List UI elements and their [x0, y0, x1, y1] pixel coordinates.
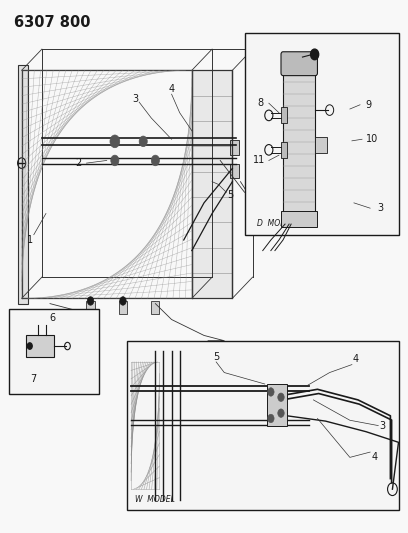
Text: 4: 4 — [371, 453, 377, 463]
Bar — [244, 33, 399, 235]
Text: 11: 11 — [253, 156, 265, 165]
Bar — [9, 309, 99, 394]
Bar — [18, 65, 28, 304]
Circle shape — [111, 155, 119, 166]
Text: 4: 4 — [353, 354, 359, 364]
Bar — [267, 384, 287, 426]
Text: W  MODEL: W MODEL — [135, 495, 175, 504]
Text: 5: 5 — [213, 352, 219, 361]
Bar — [281, 142, 287, 158]
Circle shape — [278, 409, 284, 417]
Bar — [26, 335, 54, 357]
Text: 2: 2 — [75, 158, 82, 168]
Bar — [283, 70, 315, 214]
Bar — [192, 70, 233, 298]
Circle shape — [110, 135, 120, 148]
Text: 5: 5 — [227, 190, 233, 200]
Bar — [281, 211, 317, 227]
Bar — [281, 108, 287, 123]
Circle shape — [268, 414, 274, 423]
Text: 4: 4 — [169, 84, 175, 94]
Circle shape — [310, 49, 319, 60]
Circle shape — [27, 343, 32, 349]
Text: 1: 1 — [27, 235, 33, 245]
FancyBboxPatch shape — [281, 52, 317, 76]
Bar — [86, 301, 95, 314]
Bar — [231, 140, 239, 155]
Text: 8: 8 — [258, 98, 264, 108]
Bar — [315, 136, 327, 152]
Text: 3: 3 — [377, 203, 384, 213]
Circle shape — [151, 155, 160, 166]
Circle shape — [268, 387, 274, 396]
Text: 7: 7 — [31, 374, 37, 384]
Bar — [231, 164, 239, 179]
Text: 3: 3 — [379, 421, 386, 431]
Text: 10: 10 — [366, 134, 378, 144]
Text: 3: 3 — [132, 94, 138, 104]
Text: 6: 6 — [49, 312, 55, 322]
Text: 6307 800: 6307 800 — [13, 14, 90, 30]
Bar — [151, 301, 160, 314]
Circle shape — [139, 136, 147, 147]
Circle shape — [278, 393, 284, 401]
Text: D  MODEL: D MODEL — [257, 219, 295, 228]
Circle shape — [87, 297, 94, 305]
Bar — [119, 301, 127, 314]
Circle shape — [120, 297, 126, 305]
Bar — [127, 341, 399, 511]
Text: 9: 9 — [365, 100, 371, 110]
